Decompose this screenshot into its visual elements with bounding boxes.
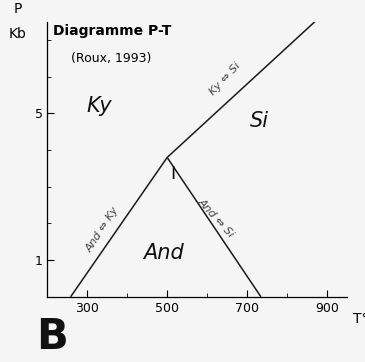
Text: Si: Si: [249, 111, 268, 131]
Text: B: B: [36, 316, 68, 358]
Text: T°: T°: [353, 312, 365, 326]
Text: And ⇔ Si: And ⇔ Si: [196, 197, 235, 240]
Text: P: P: [14, 2, 22, 16]
Text: (Roux, 1993): (Roux, 1993): [72, 52, 152, 65]
Text: Diagramme P-T: Diagramme P-T: [53, 25, 172, 38]
Text: And ⇔ Ky: And ⇔ Ky: [84, 206, 120, 254]
Text: I: I: [170, 165, 176, 183]
Text: Kb: Kb: [9, 27, 26, 41]
Text: Ky: Ky: [87, 96, 112, 116]
Text: And: And: [143, 243, 184, 263]
Text: Ky ⇔ Si: Ky ⇔ Si: [208, 61, 243, 97]
